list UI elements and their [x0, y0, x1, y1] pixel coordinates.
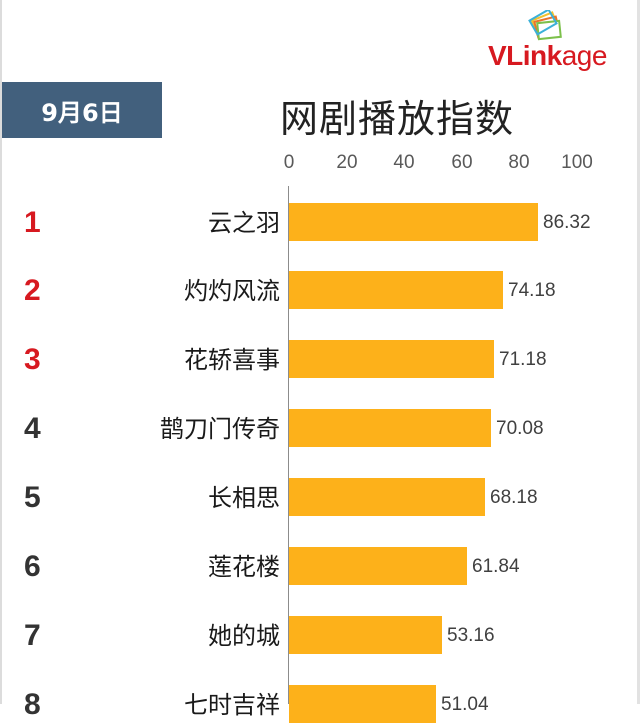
chart-row: 2 灼灼风流 74.18: [0, 271, 640, 311]
y-axis-line: [288, 186, 289, 704]
value-label: 86.32: [543, 212, 591, 233]
chart-row: 3 花轿喜事 71.18: [0, 340, 640, 380]
bar: [289, 616, 442, 654]
rank-number: 2: [24, 274, 41, 307]
bar: [289, 203, 538, 241]
rank-number: 6: [24, 550, 41, 583]
chart-row: 7 她的城 53.16: [0, 616, 640, 656]
x-tick: 100: [561, 152, 593, 173]
date-badge: 9月6日: [2, 82, 162, 138]
drama-name: 七时吉祥: [184, 691, 280, 719]
chart-title: 网剧播放指数: [280, 97, 515, 141]
chart-row: 1 云之羽 86.32: [0, 203, 640, 243]
bar: [289, 547, 467, 585]
logo-text: VLinkage: [488, 40, 607, 71]
stacked-cards-icon: [528, 10, 562, 41]
value-label: 53.16: [447, 625, 495, 646]
value-label: 71.18: [499, 349, 547, 370]
bar: [289, 478, 485, 516]
drama-name: 她的城: [208, 622, 280, 650]
vlinkage-logo: VLinkage: [488, 10, 638, 71]
rank-number: 7: [24, 619, 41, 652]
x-tick: 20: [336, 152, 358, 173]
bar: [289, 340, 494, 378]
value-label: 74.18: [508, 280, 556, 301]
drama-name: 鹊刀门传奇: [160, 415, 280, 443]
rank-number: 1: [24, 206, 41, 239]
value-label: 51.04: [441, 694, 489, 715]
bar: [289, 409, 491, 447]
bar: [289, 271, 503, 309]
x-tick: 0: [283, 152, 295, 173]
x-tick: 80: [508, 152, 530, 173]
chart-row: 4 鹊刀门传奇 70.08: [0, 409, 640, 449]
rank-number: 4: [24, 412, 41, 445]
chart-row: 5 长相思 68.18: [0, 478, 640, 518]
value-label: 68.18: [490, 487, 538, 508]
drama-name: 花轿喜事: [184, 346, 280, 374]
value-label: 61.84: [472, 556, 520, 577]
x-axis-ticks: 0 20 40 60 80 100: [0, 152, 640, 180]
drama-name: 长相思: [208, 484, 280, 512]
frame-right-border: [637, 0, 640, 704]
chart-row: 8 七时吉祥 51.04: [0, 685, 640, 725]
frame-left-border: [0, 0, 2, 704]
bar: [289, 685, 436, 723]
drama-name: 灼灼风流: [184, 277, 280, 305]
drama-name: 莲花楼: [208, 553, 280, 581]
rank-number: 3: [24, 343, 41, 376]
chart-row: 6 莲花楼 61.84: [0, 547, 640, 587]
rank-number: 5: [24, 481, 41, 514]
drama-name: 云之羽: [208, 209, 280, 237]
x-tick: 40: [393, 152, 415, 173]
rank-number: 8: [24, 688, 41, 721]
x-tick: 60: [451, 152, 473, 173]
value-label: 70.08: [496, 418, 544, 439]
